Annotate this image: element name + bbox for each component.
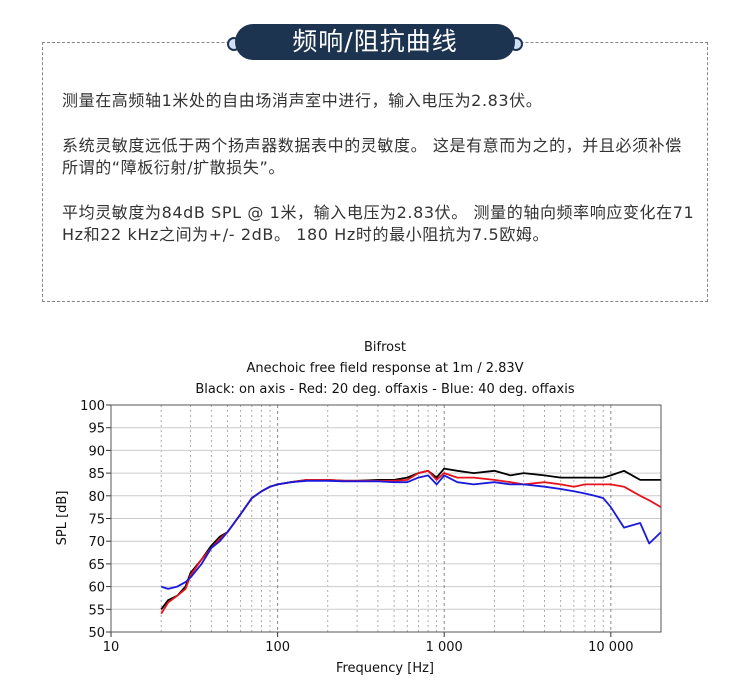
y-tick-label: 100 [80, 399, 105, 414]
series-line [160, 474, 662, 590]
paragraph: 平均灵敏度为84dB SPL @ 1米，输入电压为2.83伏。 测量的轴向频率响… [62, 203, 695, 244]
y-tick-label: 90 [88, 444, 105, 459]
section-title: 频响/阻抗曲线 [235, 24, 515, 60]
chart: Bifrost Anechoic free field response at … [55, 340, 662, 676]
y-tick-label: 80 [88, 490, 105, 505]
chart-title: Bifrost [364, 340, 406, 355]
x-tick-label: 100 [265, 640, 290, 655]
chart-annotation: Black: on axis - Red: 20 deg. offaxis - … [195, 382, 574, 397]
paragraph: 测量在高频轴1米处的自由场消声室中进行，输入电压为2.83伏。 [62, 91, 543, 110]
plot-frame [110, 404, 662, 633]
x-tick-label: 10 000 [588, 640, 634, 655]
y-tick-label: 65 [88, 558, 105, 573]
chart-subtitle: Anechoic free field response at 1m / 2.8… [246, 361, 523, 376]
y-tick-label: 60 [88, 581, 105, 596]
paragraph: 系统灵敏度远低于两个扬声器数据表中的灵敏度。 这是有意而为之的，并且必须补偿所谓… [62, 136, 682, 177]
y-tick-label: 50 [88, 626, 105, 641]
x-axis-label: Frequency [Hz] [336, 661, 434, 676]
y-tick-label: 95 [88, 422, 105, 437]
y-axis-label: SPL [dB] [55, 491, 70, 546]
y-tick-label: 55 [88, 603, 105, 618]
x-tick-label: 1 000 [426, 640, 463, 655]
y-tick-label: 70 [88, 535, 105, 550]
series-line [160, 467, 661, 610]
y-tick-label: 85 [88, 467, 105, 482]
x-tick-label: 10 [103, 640, 120, 655]
y-tick-label: 75 [88, 513, 105, 528]
series-line [160, 469, 662, 615]
